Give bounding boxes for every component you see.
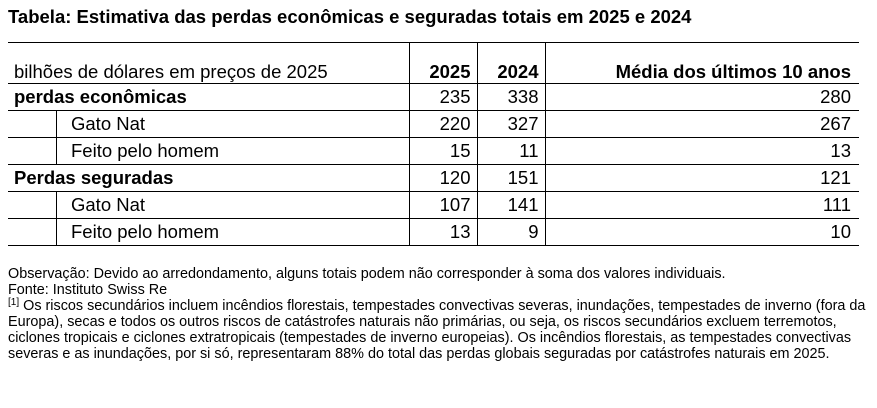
cell-avg: 267	[545, 110, 859, 138]
loss-estimates-table: bilhões de dólares em preços de 2025 202…	[8, 42, 859, 246]
header-2025: 2025	[409, 42, 478, 84]
table-row: perdas econômicas 235 338 280	[8, 83, 859, 111]
cell-2025: 15	[409, 137, 478, 165]
footnote: [1] Os riscos secundários incluem incênd…	[8, 297, 868, 363]
cell-avg: 13	[545, 137, 859, 165]
source-note: Fonte: Instituto Swiss Re	[8, 282, 168, 298]
header-unit-label: bilhões de dólares em preços de 2025	[8, 42, 410, 84]
row-label: Feito pelo homem	[71, 221, 220, 242]
row-label-cell: Feito pelo homem	[8, 137, 410, 165]
row-label: Gato Nat	[71, 113, 146, 134]
cell-2025: 235	[409, 83, 478, 111]
table-notes: Observação: Devido ao arredondamento, al…	[8, 266, 868, 362]
cell-2025: 13	[409, 218, 478, 246]
cell-2024: 9	[477, 218, 546, 246]
cell-2024: 141	[477, 191, 546, 219]
row-label: perdas econômicas	[8, 83, 410, 111]
footnote-text: Os riscos secundários incluem incêndios …	[8, 298, 866, 362]
cell-avg: 111	[545, 191, 859, 219]
row-label: Gato Nat	[71, 194, 146, 215]
table-title: Tabela: Estimativa das perdas econômicas…	[8, 6, 692, 27]
cell-2024: 151	[477, 164, 546, 192]
table-row: Feito pelo homem 15 11 13	[8, 137, 859, 165]
table-header-row: bilhões de dólares em preços de 2025 202…	[8, 42, 859, 84]
table-row: Perdas seguradas 120 151 121	[8, 164, 859, 192]
cell-2025: 107	[409, 191, 478, 219]
row-label-cell: Feito pelo homem	[8, 218, 410, 246]
cell-2024: 11	[477, 137, 546, 165]
footnote-marker: [1]	[8, 297, 20, 308]
cell-avg: 10	[545, 218, 859, 246]
row-label: Feito pelo homem	[71, 140, 220, 161]
observation-note: Observação: Devido ao arredondamento, al…	[8, 266, 726, 282]
header-10yr-average: Média dos últimos 10 anos	[545, 42, 859, 84]
cell-2024: 338	[477, 83, 546, 111]
row-label: Perdas seguradas	[8, 164, 410, 192]
row-label-cell: Gato Nat	[8, 110, 410, 138]
table-row: Gato Nat 220 327 267	[8, 110, 859, 138]
row-label-cell: Gato Nat	[8, 191, 410, 219]
cell-avg: 280	[545, 83, 859, 111]
table-row: Gato Nat 107 141 111	[8, 191, 859, 219]
cell-2024: 327	[477, 110, 546, 138]
cell-avg: 121	[545, 164, 859, 192]
header-2024: 2024	[477, 42, 546, 84]
cell-2025: 220	[409, 110, 478, 138]
cell-2025: 120	[409, 164, 478, 192]
table-row: Feito pelo homem 13 9 10	[8, 218, 859, 246]
